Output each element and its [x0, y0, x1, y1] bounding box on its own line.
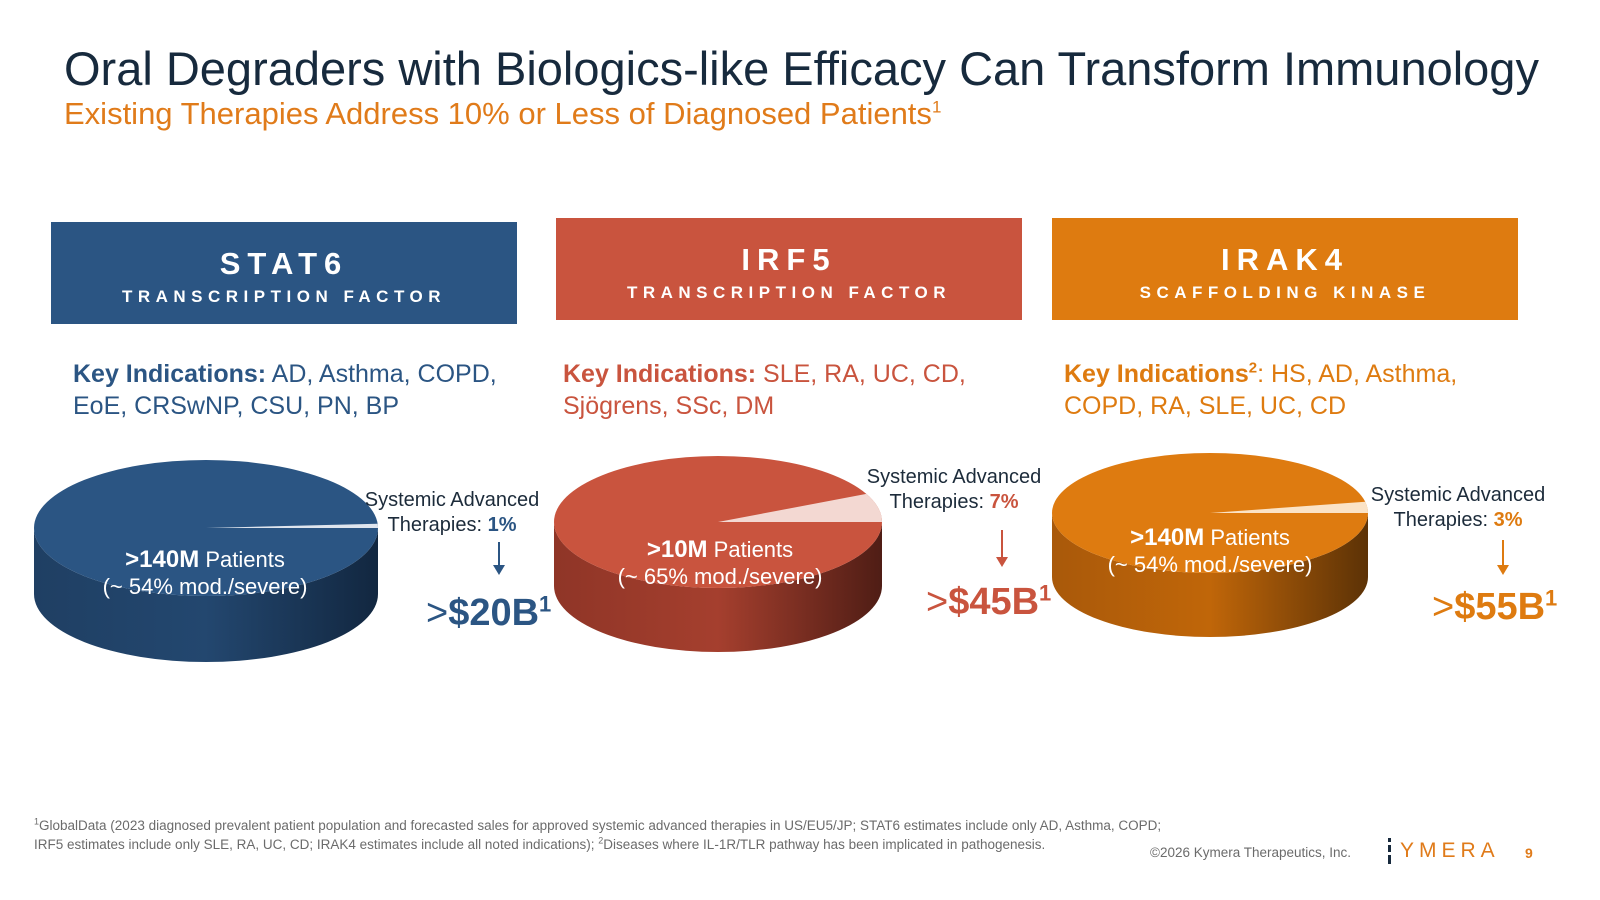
irak4-sat-label: Systemic Advanced Therapies: 3%	[1358, 483, 1558, 533]
irak4-patients-count: >140M	[1130, 524, 1205, 551]
irak4-severity: (~ 54% mod./severe)	[1107, 552, 1313, 577]
stat6-market: >$20B1	[426, 591, 551, 635]
irf5-header: IRF5 TRANSCRIPTION FACTOR	[556, 218, 1022, 320]
stat6-patients-text: Patients	[199, 547, 285, 572]
irak4-pie-side	[1052, 513, 1368, 637]
subtitle-footnote-ref: 1	[931, 97, 942, 117]
stat6-sat-pct: 1%	[487, 514, 517, 536]
irak4-name: IRAK4	[1220, 242, 1349, 277]
stat6-market-sup: 1	[539, 591, 552, 617]
irf5-sat-pct: 7%	[989, 491, 1019, 513]
irak4-ind-sup: 2	[1248, 359, 1258, 377]
stat6-severity: (~ 54% mod./severe)	[102, 574, 308, 599]
irf5-patients-label: >10M Patients (~ 65% mod./severe)	[570, 536, 870, 590]
stat6-patients-count: >140M	[125, 546, 200, 573]
footnote-2-text: Diseases where IL-1R/TLR pathway has bee…	[603, 837, 1046, 852]
irf5-market-value: $45B	[948, 581, 1040, 623]
stat6-ind-label: Key Indications:	[73, 360, 267, 388]
irak4-header: IRAK4 SCAFFOLDING KINASE	[1052, 218, 1518, 320]
footnote: 1GlobalData (2023 diagnosed prevalent pa…	[34, 816, 1164, 854]
subtitle-text: Existing Therapies Address 10% or Less o…	[64, 96, 932, 131]
stat6-arrow-icon	[493, 542, 505, 575]
irak4-arrow-icon	[1497, 540, 1509, 575]
stat6-indications: Key Indications: AD, Asthma, COPD, EoE, …	[73, 358, 533, 422]
kymera-logo: YMERA	[1386, 838, 1500, 864]
footnote-2-marker: 2	[598, 835, 604, 846]
irak4-sat-line2: Therapies:	[1393, 509, 1494, 531]
stat6-market-value: $20B	[448, 592, 540, 634]
kymera-logo-wordmark: YMERA	[1400, 839, 1500, 862]
stat6-header: STAT6 TRANSCRIPTION FACTOR	[51, 222, 517, 324]
irf5-arrow-icon	[996, 530, 1008, 567]
stat6-pie-side	[34, 528, 378, 662]
irak4-patients-text: Patients	[1204, 525, 1290, 550]
slide-title: Oral Degraders with Biologics-like Effic…	[64, 42, 1539, 95]
footnote-1-text: GlobalData (2023 diagnosed prevalent pat…	[34, 818, 1162, 852]
irak4-sat-line1: Systemic Advanced	[1370, 484, 1546, 506]
irf5-class: TRANSCRIPTION FACTOR	[626, 283, 952, 302]
stat6-pie-therapies-slice	[206, 523, 378, 528]
kymera-logo-mark-icon	[1386, 838, 1394, 864]
stat6-ind-text: AD, Asthma, COPD, EoE, CRSwNP, CSU, PN, …	[73, 360, 497, 420]
irf5-indications: Key Indications: SLE, RA, UC, CD, Sjögre…	[563, 358, 983, 422]
stat6-class: TRANSCRIPTION FACTOR	[121, 287, 447, 306]
stat6-patients-label: >140M Patients (~ 54% mod./severe)	[55, 546, 355, 600]
stat6-name: STAT6	[219, 246, 349, 281]
irf5-ind-label: Key Indications:	[563, 360, 757, 388]
stat6-market-gt: >	[426, 592, 449, 634]
irak4-market-value: $55B	[1454, 586, 1546, 628]
irak4-patients-label: >140M Patients (~ 54% mod./severe)	[1060, 524, 1360, 578]
irf5-patients-count: >10M	[646, 536, 708, 563]
irf5-pie-therapies-slice	[718, 493, 882, 522]
irak4-indications: Key Indications2: HS, AD, Asthma, COPD, …	[1064, 358, 1484, 422]
page-number: 9	[1525, 845, 1533, 861]
irak4-sat-pct: 3%	[1493, 509, 1523, 531]
irf5-sat-label: Systemic Advanced Therapies: 7%	[854, 465, 1054, 515]
irf5-pie-side	[554, 522, 882, 652]
irak4-market-gt: >	[1432, 586, 1455, 628]
irf5-market: >$45B1	[926, 580, 1051, 624]
irf5-severity: (~ 65% mod./severe)	[617, 564, 823, 589]
stat6-sat-label: Systemic Advanced Therapies: 1%	[352, 488, 552, 538]
irak4-ind-text: : HS, AD, Asthma, COPD, RA, SLE, UC, CD	[1064, 360, 1458, 420]
stat6-sat-line2: Therapies:	[387, 514, 488, 536]
irf5-market-gt: >	[926, 581, 949, 623]
irf5-patients-text: Patients	[707, 537, 794, 562]
irak4-market-sup: 1	[1545, 585, 1558, 611]
irak4-market: >$55B1	[1432, 585, 1557, 629]
irf5-ind-text: SLE, RA, UC, CD, Sjögrens, SSc, DM	[563, 360, 966, 420]
irak4-class: SCAFFOLDING KINASE	[1139, 283, 1431, 302]
irf5-sat-line1: Systemic Advanced	[866, 466, 1042, 488]
irak4-ind-label: Key Indications	[1064, 360, 1249, 388]
irf5-name: IRF5	[741, 242, 837, 277]
stat6-sat-line1: Systemic Advanced	[364, 489, 540, 511]
irak4-pie-therapies-slice	[1210, 501, 1368, 513]
copyright: ©2026 Kymera Therapeutics, Inc.	[1150, 845, 1352, 860]
slide-subtitle: Existing Therapies Address 10% or Less o…	[64, 96, 941, 132]
irf5-market-sup: 1	[1039, 580, 1052, 606]
footnote-1-marker: 1	[34, 816, 40, 827]
irf5-sat-line2: Therapies:	[889, 491, 990, 513]
